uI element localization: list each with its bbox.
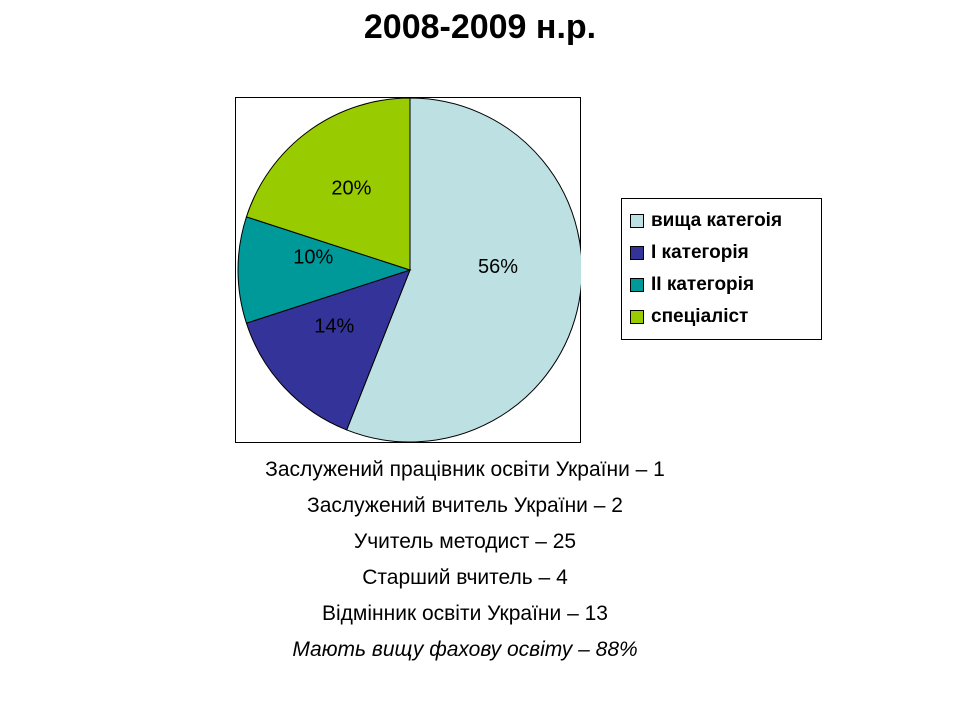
slice-percent-label: 10% (293, 246, 333, 268)
legend-swatch (630, 214, 644, 228)
legend-label: спеціаліст (651, 306, 749, 327)
note-line: Відмінник освіти України – 13 (322, 602, 608, 625)
note-line: Учитель методист – 25 (353, 530, 577, 553)
legend-label: I категорія (651, 242, 749, 263)
legend-item-specialist: спеціаліст (630, 301, 821, 333)
slice-percent-label: 14% (314, 316, 354, 338)
notes-list: Заслужений працівник освіти України – 1 … (0, 455, 930, 671)
pie-slice (237, 216, 412, 324)
legend-label: II категорія (651, 274, 755, 295)
legend-item-first-category: I категорія (630, 237, 821, 269)
legend-item-second-category: II категорія (630, 269, 821, 301)
chart-title: 2008-2009 н.р. (363, 8, 597, 46)
legend-swatch (630, 310, 644, 324)
legend: вища категоія I категорія II категорія с… (621, 198, 822, 340)
pie-slice (245, 97, 411, 271)
legend-item-higher-category: вища категоія (630, 205, 821, 237)
pie-slice (346, 97, 581, 443)
note-line: Старший вчитель – 4 (362, 566, 568, 589)
legend-label: вища категоія (651, 210, 783, 231)
slice-percent-label: 20% (331, 178, 371, 200)
legend-swatch (630, 278, 644, 292)
slice-percent-label: 56% (478, 256, 518, 278)
pie-chart: 56% 14% 10% 20% (237, 97, 581, 443)
note-line: Мають вищу фахову освіту – 88% (292, 638, 638, 661)
note-line: Заслужений працівник освіти України – 1 (265, 458, 665, 481)
legend-swatch (630, 246, 644, 260)
note-line: Заслужений вчитель України – 2 (307, 494, 623, 517)
